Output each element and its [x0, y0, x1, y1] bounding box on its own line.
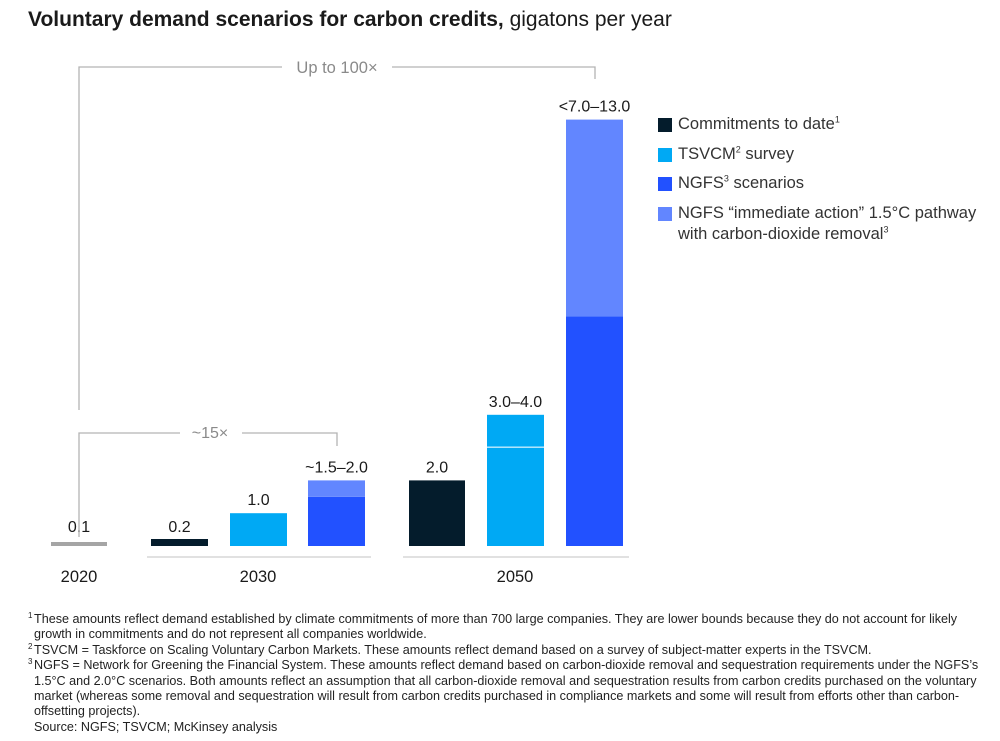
data-label-2030-3: ~1.5–2.0 — [305, 459, 368, 476]
legend: Commitments to date1 TSVCM2 survey NGFS3… — [658, 114, 998, 253]
category-label-2020: 2020 — [61, 568, 98, 586]
legend-swatch-ngfs — [658, 177, 672, 191]
bar-2050-ngfs_immediate-segment-1 — [566, 119, 623, 317]
legend-item-commitments: Commitments to date1 — [658, 114, 998, 135]
source-note: Source: NGFS; TSVCM; McKinsey analysis — [34, 719, 278, 734]
annotation-100x: Up to 100× — [296, 59, 377, 77]
bar-2050-ngfs-segment-0 — [566, 316, 623, 546]
bracket-15x — [78, 432, 338, 537]
data-label-2030-1: 0.2 — [168, 519, 190, 536]
chart-title: Voluntary demand scenarios for carbon cr… — [28, 8, 672, 32]
data-label-2050-6: <7.0–13.0 — [559, 99, 631, 116]
category-label-2030: 2030 — [240, 568, 277, 586]
data-label-2050-5: 3.0–4.0 — [489, 394, 542, 411]
footnote-text: TSVCM = Taskforce on Scaling Voluntary C… — [34, 642, 872, 657]
legend-footnote-marker: 3 — [723, 173, 729, 184]
bar-2050-tsvcm-segment-0 — [487, 447, 544, 546]
bar-2020-baseline-segment-0 — [51, 542, 107, 546]
data-label-2050-4: 2.0 — [426, 459, 448, 476]
bracket-100x — [78, 66, 596, 410]
legend-item-ngfs: NGFS3 scenarios — [658, 173, 998, 194]
footnote-text: NGFS = Network for Greening the Financia… — [34, 658, 979, 719]
data-label-2030-2: 1.0 — [247, 492, 269, 509]
legend-item-tsvcm: TSVCM2 survey — [658, 144, 998, 165]
footnote-2: 2 TSVCM = Taskforce on Scaling Voluntary … — [28, 641, 872, 657]
legend-label-commitments: Commitments to date — [678, 115, 835, 133]
legend-label-ngfs-suffix: scenarios — [728, 174, 805, 192]
bar-2050-tsvcm-segment-1 — [487, 414, 544, 448]
bar-2030-ngfs-segment-0 — [308, 496, 365, 546]
bar-2030-ngfs_immediate-segment-1 — [308, 480, 365, 497]
chart-title-bold: Voluntary demand scenarios for carbon cr… — [28, 8, 504, 31]
legend-label-ngfs: NGFS — [678, 174, 724, 192]
bar-2030-commitments-segment-0 — [151, 539, 208, 546]
footnotes: 1 These amounts reflect demand establishe… — [28, 612, 988, 735]
legend-swatch-ngfs-immediate — [658, 206, 672, 221]
footnote-1: 1 These amounts reflect demand establishe… — [28, 611, 958, 642]
legend-label-tsvcm-suffix: survey — [740, 144, 794, 163]
legend-swatch-commitments — [658, 118, 672, 132]
legend-item-ngfs-immediate: NGFS “immediate action” 1.5°C pathway wi… — [658, 203, 988, 245]
legend-footnote-marker: 2 — [735, 144, 741, 154]
legend-swatch-tsvcm — [658, 147, 672, 162]
bar-2050-commitments-segment-0 — [409, 480, 465, 546]
chart-title-unit: gigatons per year — [503, 8, 672, 31]
legend-footnote-marker: 3 — [883, 224, 889, 234]
bar-2030-tsvcm-segment-0 — [230, 513, 287, 546]
legend-label-ngfs-immediate: NGFS “immediate action” 1.5°C pathway wi… — [678, 203, 977, 243]
legend-footnote-marker: 1 — [834, 114, 840, 125]
footnote-text: These amounts reflect demand established… — [34, 612, 958, 642]
bar-chart: 0.1 0.21.0~1.5–2.0 2.03.0–4.0<7.0–13.02020… — [51, 59, 631, 586]
footnote-3: 3 NGFS = Network for Greening the Financi… — [28, 657, 979, 719]
annotation-15x: ~15× — [192, 425, 228, 442]
category-label-2050: 2050 — [497, 568, 534, 586]
legend-label-tsvcm: TSVCM — [678, 144, 736, 163]
